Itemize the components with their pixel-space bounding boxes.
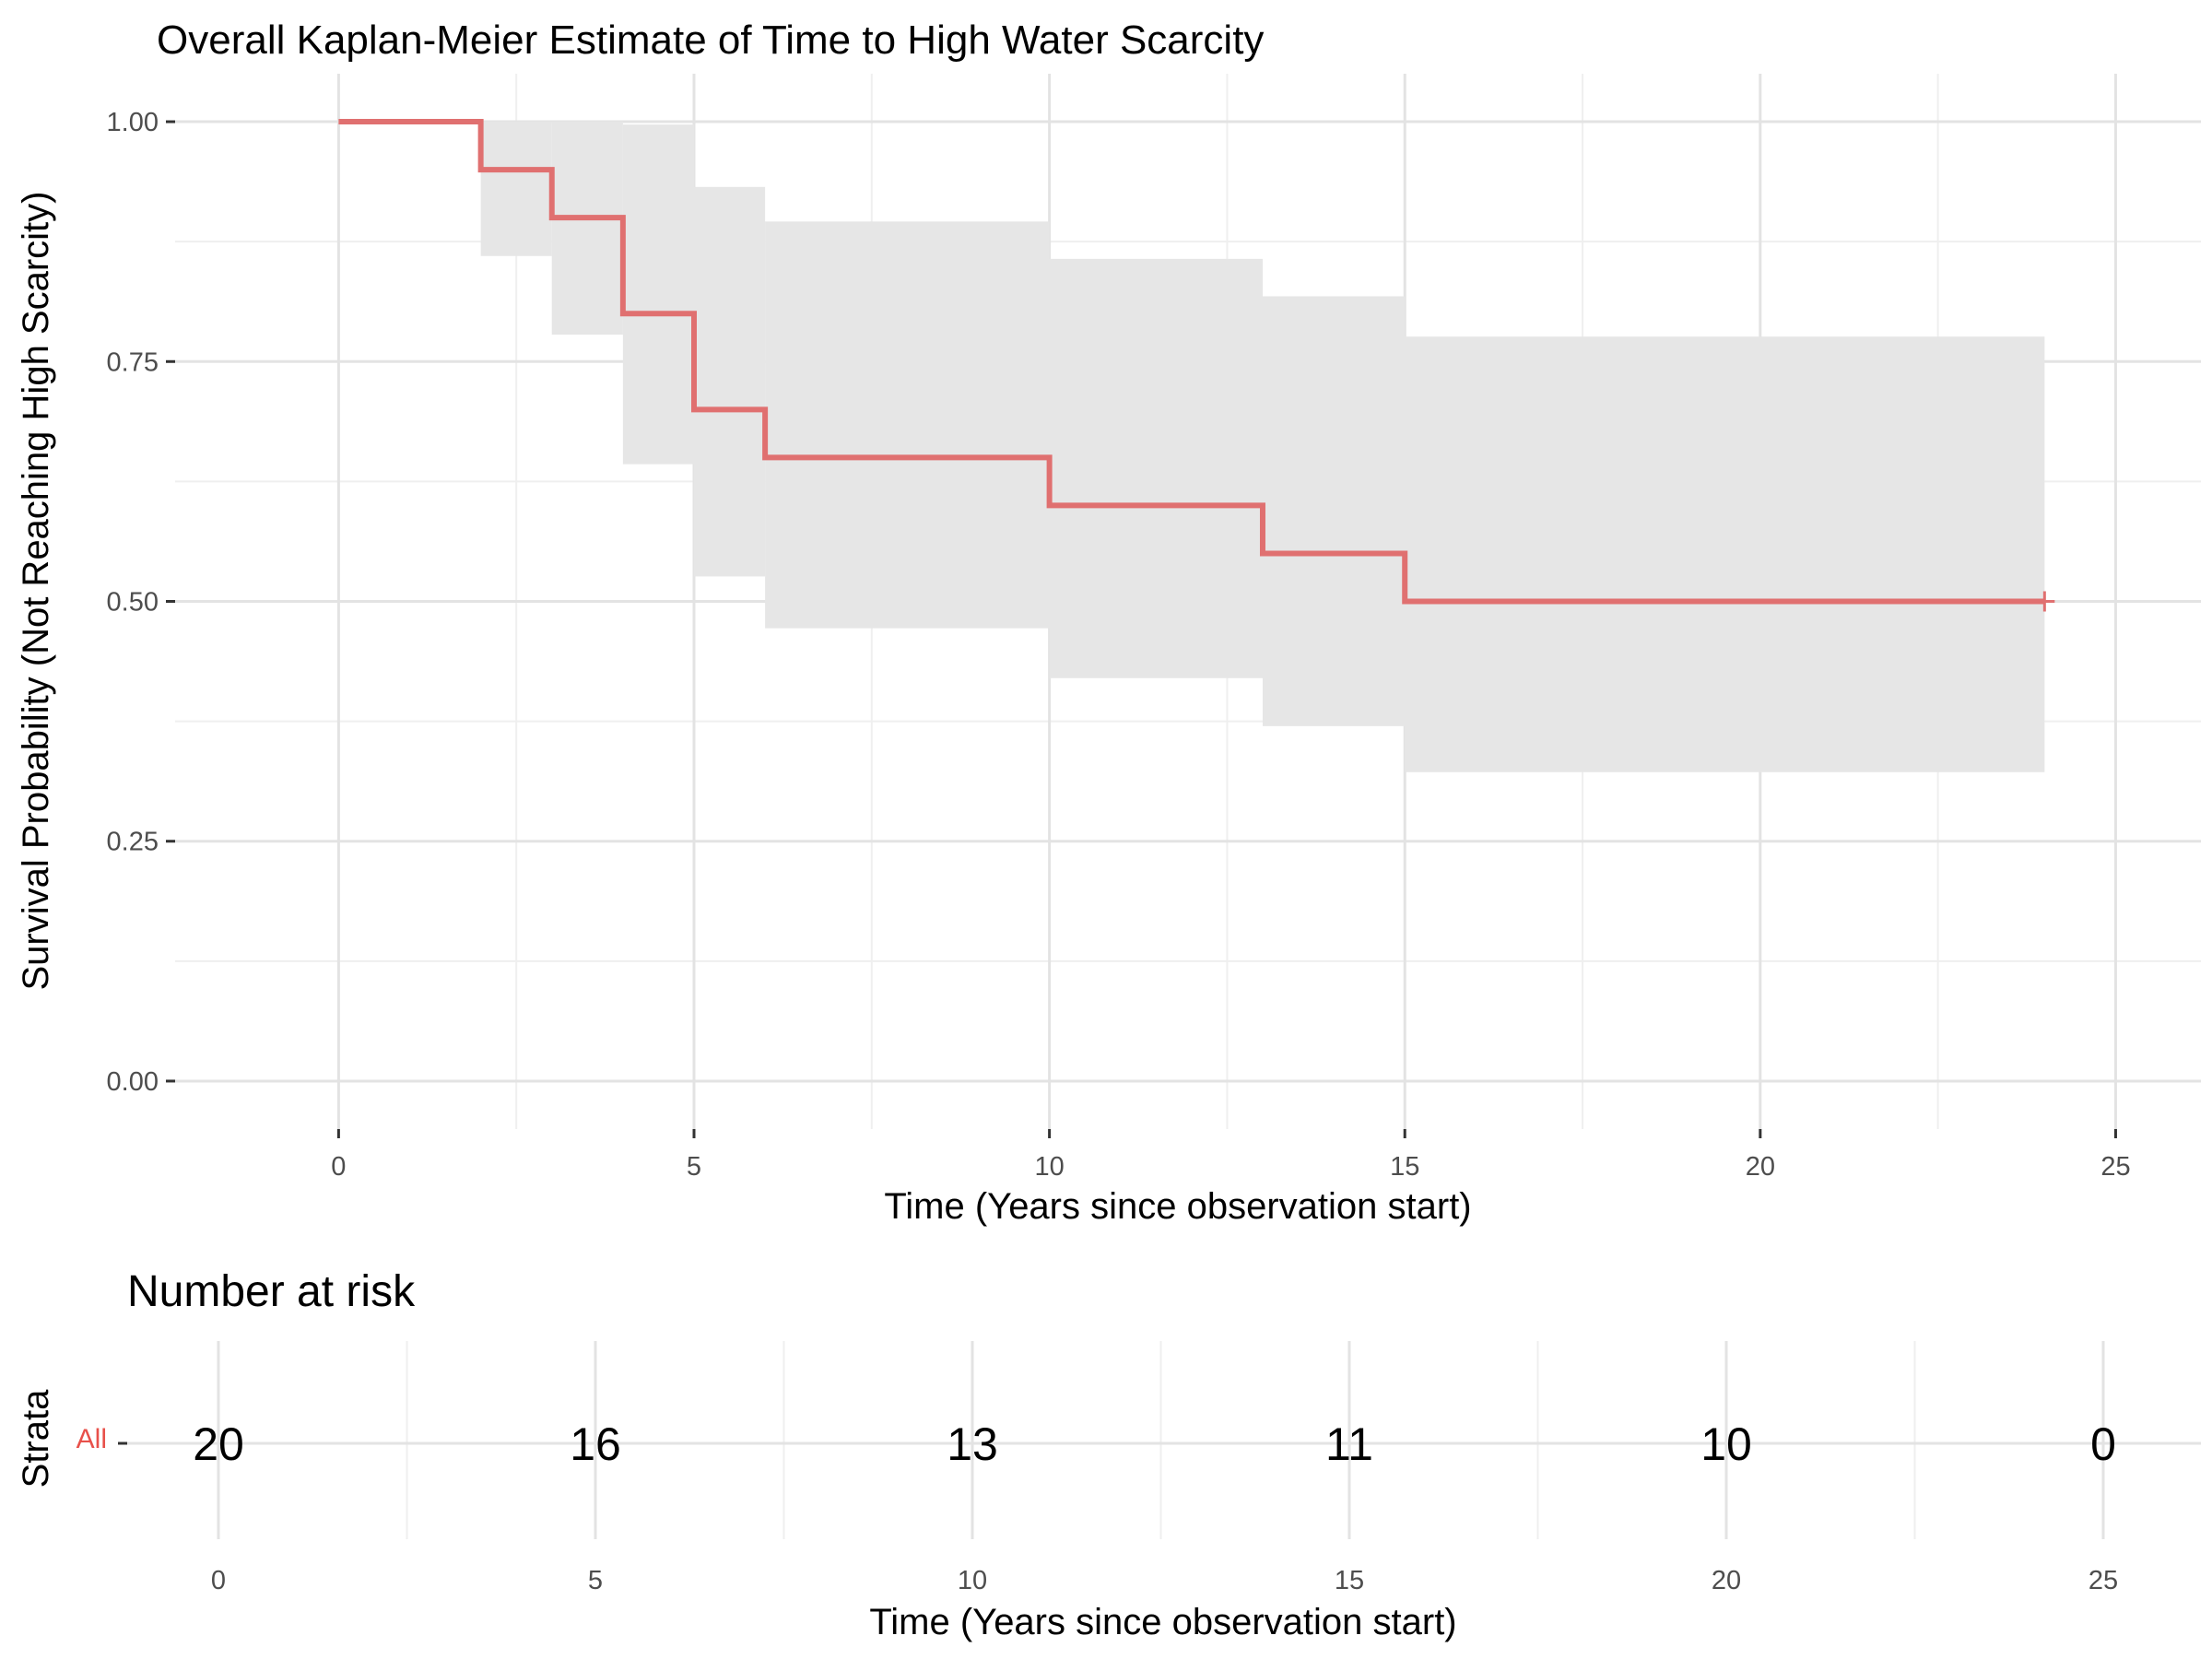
y-tick-label: 0.00 <box>107 1067 159 1097</box>
confidence-band-segment <box>622 124 694 465</box>
risk-table-x-axis-label: Time (Years since observation start) <box>869 1602 1456 1642</box>
x-axis-label: Time (Years since observation start) <box>884 1186 1471 1227</box>
risk-table-values: 20 16 13 11 10 0 <box>193 1418 2116 1470</box>
confidence-band-segment <box>765 221 1050 629</box>
x-axis-ticks: 0 5 10 15 20 25 <box>331 1129 2131 1182</box>
risk-count: 0 <box>2090 1418 2116 1470</box>
x-tick-label: 15 <box>1390 1152 1419 1182</box>
risk-x-tick-label: 0 <box>211 1566 226 1595</box>
y-axis-ticks: 0.00 0.25 0.50 0.75 1.00 <box>107 108 175 1097</box>
y-tick-label: 0.50 <box>107 588 159 618</box>
chart-title: Overall Kaplan-Meier Estimate of Time to… <box>157 18 1264 63</box>
risk-x-tick-label: 5 <box>588 1566 603 1595</box>
survival-step-line <box>338 119 2045 605</box>
risk-table-grid <box>118 1341 2201 1539</box>
y-tick-label: 0.25 <box>107 828 159 857</box>
risk-count: 11 <box>1325 1418 1373 1470</box>
confidence-band-segment <box>1049 258 1263 678</box>
risk-table-title: Number at risk <box>127 1267 416 1316</box>
x-tick-label: 25 <box>2100 1152 2130 1182</box>
confidence-band-segment <box>1405 336 2045 772</box>
y-tick-label: 0.75 <box>107 347 159 377</box>
risk-count: 20 <box>193 1418 244 1470</box>
censor-mark <box>2034 591 2055 612</box>
x-tick-label: 0 <box>331 1152 346 1182</box>
risk-x-tick-label: 10 <box>958 1566 987 1595</box>
risk-x-tick-label: 20 <box>1712 1566 1741 1595</box>
confidence-band-segment <box>551 122 623 335</box>
risk-table-y-axis-label: Strata <box>16 1389 56 1488</box>
survival-curve <box>338 119 2055 612</box>
confidence-band-segment <box>1262 296 1406 726</box>
risk-x-tick-label: 25 <box>2088 1566 2118 1595</box>
x-tick-label: 10 <box>1034 1152 1064 1182</box>
risk-count: 10 <box>1700 1418 1752 1470</box>
confidence-band-segment <box>480 122 552 256</box>
confidence-band <box>480 122 2045 772</box>
risk-table-x-ticks: 0 5 10 15 20 25 <box>211 1566 2118 1595</box>
x-tick-label: 20 <box>1746 1152 1775 1182</box>
x-tick-label: 5 <box>687 1152 701 1182</box>
y-tick-label: 1.00 <box>107 108 159 137</box>
risk-x-tick-label: 15 <box>1335 1566 1364 1595</box>
strata-label-all: All <box>76 1424 107 1454</box>
confidence-band-segment <box>693 186 766 577</box>
risk-count: 16 <box>570 1418 621 1470</box>
risk-count: 13 <box>947 1418 998 1470</box>
y-axis-label: Survival Probability (Not Reaching High … <box>16 192 56 991</box>
